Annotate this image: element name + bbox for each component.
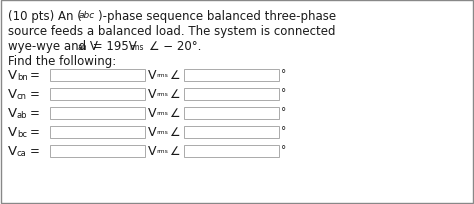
Text: ∠: ∠ [170,88,181,101]
Text: abc: abc [79,11,95,20]
Text: ∠: ∠ [170,145,181,158]
Text: =: = [30,69,40,82]
FancyBboxPatch shape [50,126,145,138]
FancyBboxPatch shape [184,108,279,119]
Text: rms: rms [156,73,168,78]
Text: (10 pts) An (: (10 pts) An ( [8,10,82,23]
FancyBboxPatch shape [50,108,145,119]
Text: an: an [78,42,88,51]
FancyBboxPatch shape [184,70,279,82]
Text: rms: rms [129,42,144,51]
Text: V: V [8,88,17,101]
Text: =: = [30,126,40,139]
Text: ca: ca [17,148,27,157]
Text: V: V [8,144,17,157]
Text: bn: bn [17,73,28,82]
FancyBboxPatch shape [184,126,279,138]
Text: Find the following:: Find the following: [8,55,116,68]
Text: ∠: ∠ [170,107,181,120]
Text: V: V [8,106,17,119]
Text: ∠ − 20°.: ∠ − 20°. [149,40,201,53]
Text: °: ° [281,88,286,98]
Text: wye-wye and V: wye-wye and V [8,40,98,53]
Text: °: ° [281,126,286,136]
Text: ∠: ∠ [170,126,181,139]
Text: °: ° [281,69,286,79]
Text: rms: rms [156,92,168,96]
Text: )-phase sequence balanced three-phase: )-phase sequence balanced three-phase [98,10,336,23]
Text: =: = [30,88,40,101]
Text: V: V [148,88,156,101]
Text: V: V [148,144,156,157]
Text: V: V [8,125,17,138]
Text: source feeds a balanced load. The system is connected: source feeds a balanced load. The system… [8,25,336,38]
Text: rms: rms [156,148,168,153]
Text: °: ° [281,107,286,117]
FancyBboxPatch shape [50,70,145,82]
Text: V: V [148,69,156,82]
Text: rms: rms [156,110,168,115]
Text: ab: ab [17,110,27,119]
FancyBboxPatch shape [50,89,145,101]
Text: cn: cn [17,92,27,101]
Text: V: V [148,125,156,138]
Text: rms: rms [156,129,168,134]
Text: bc: bc [17,129,27,138]
Text: =: = [30,107,40,120]
Text: V: V [8,69,17,82]
Text: =: = [30,145,40,158]
Text: = 195V: = 195V [89,40,137,53]
Text: °: ° [281,145,286,155]
FancyBboxPatch shape [50,145,145,157]
FancyBboxPatch shape [184,89,279,101]
FancyBboxPatch shape [184,145,279,157]
Text: V: V [148,106,156,119]
Text: ∠: ∠ [170,69,181,82]
